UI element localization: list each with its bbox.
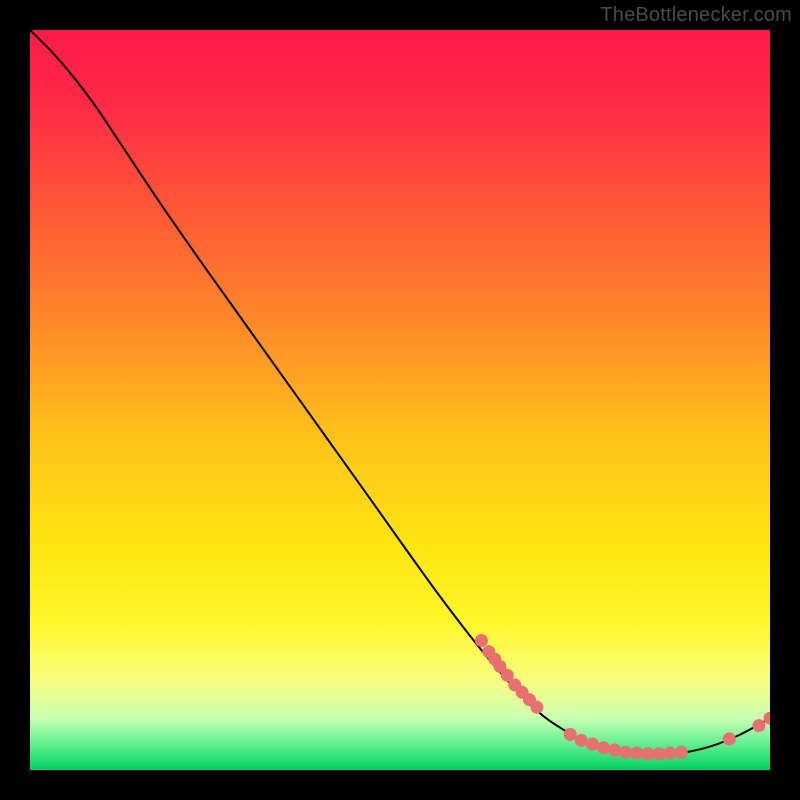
data-marker [564,728,577,741]
chart-svg [30,30,770,770]
data-marker [608,744,621,757]
data-marker [664,746,677,759]
data-marker [475,634,488,647]
chart-container: TheBottlenecker.com [0,0,800,800]
gradient-background [30,30,770,770]
data-marker [752,719,765,732]
data-marker [675,746,688,759]
data-marker [653,747,666,760]
data-marker [630,746,643,759]
data-marker [619,746,632,759]
data-marker [575,734,588,747]
plot-area [30,30,770,770]
data-marker [586,738,599,751]
data-marker [641,747,654,760]
data-marker [530,701,543,714]
data-marker [597,741,610,754]
watermark-text: TheBottlenecker.com [600,4,792,27]
data-marker [723,732,736,745]
